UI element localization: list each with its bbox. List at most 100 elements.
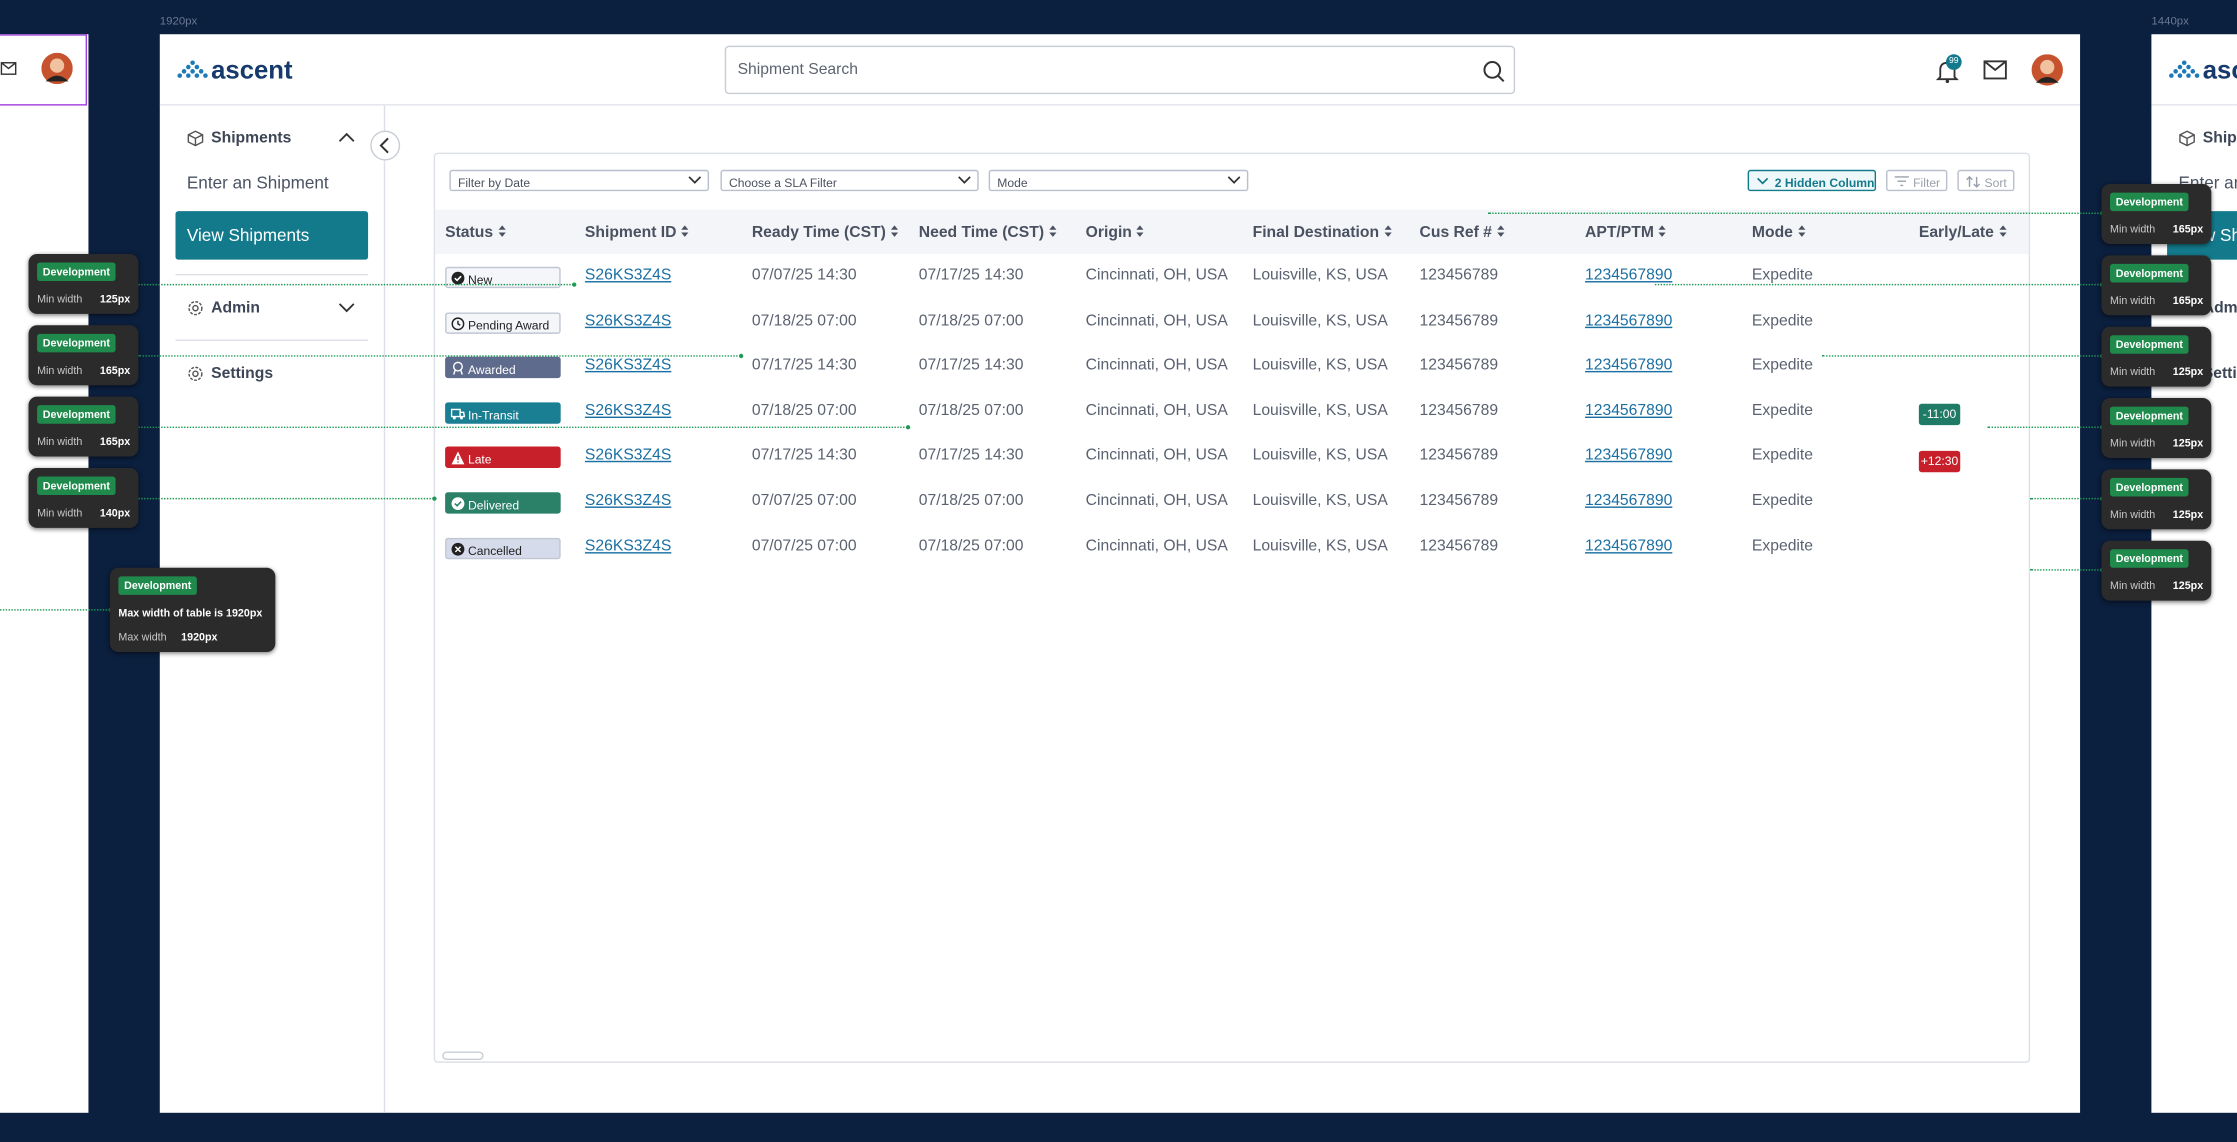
hidden-columns-button[interactable]: 2 Hidden Column <box>1747 169 1877 192</box>
cell: 07/07/25 14:30 <box>751 266 857 284</box>
mail-icon[interactable] <box>1983 60 2007 80</box>
header-outline <box>0 34 88 106</box>
column-header[interactable]: Shipment ID <box>585 224 689 241</box>
column-header[interactable]: Early/Late <box>1919 224 2007 241</box>
column-header[interactable]: Ready Time (CST) <box>752 224 899 241</box>
column-header[interactable]: Status <box>445 224 506 241</box>
cell: 07/18/25 07:00 <box>918 402 1024 420</box>
annotation-label: Min width <box>37 363 83 377</box>
dev-annotation: Development Min width 165px <box>2101 255 2212 316</box>
chevron-down <box>688 176 702 184</box>
column-header[interactable]: Origin <box>1086 224 1145 241</box>
status-badge: New <box>445 266 561 288</box>
cell: 07/17/25 14:30 <box>751 446 857 464</box>
cell-link[interactable]: S26KS3Z4S <box>584 492 672 510</box>
cell-link[interactable]: 1234567890 <box>1585 402 1673 420</box>
cell: Cincinnati, OH, USA <box>1085 312 1228 330</box>
column-header-label: Early/Late <box>1918 223 1994 242</box>
status-badge: In-Transit <box>445 401 561 424</box>
column-header[interactable]: Mode <box>1752 224 1806 241</box>
cell-link[interactable]: S26KS3Z4S <box>584 446 672 464</box>
status-icon <box>451 271 465 284</box>
dev-tag: Development <box>2110 263 2189 283</box>
annotation-line <box>138 283 574 286</box>
gear-icon <box>188 301 203 316</box>
cell: Expedite <box>1751 537 1814 555</box>
chevron-down <box>958 176 971 184</box>
search-icon[interactable] <box>1482 60 1505 83</box>
table-card <box>433 152 2031 1063</box>
cell-link[interactable]: 1234567890 <box>1585 312 1673 330</box>
cell-link[interactable]: S26KS3Z4S <box>584 312 672 330</box>
status-badge: Delivered <box>445 491 561 513</box>
dev-annotation: Development Min width 125px <box>2101 398 2212 458</box>
column-header[interactable]: Final Destination <box>1253 224 1392 241</box>
cell: Louisville, KS, USA <box>1252 446 1388 464</box>
sort-indicator <box>1049 225 1057 237</box>
column-header[interactable]: Need Time (CST) <box>919 224 1057 241</box>
annotation-dot <box>905 425 910 430</box>
nav-shipments[interactable]: Shipments <box>2202 129 2237 147</box>
annotation-value: 165px <box>2172 293 2204 307</box>
cell-link[interactable]: S26KS3Z4S <box>584 402 672 420</box>
sort-indicator <box>1658 225 1667 237</box>
annotation-dot <box>738 353 743 359</box>
scrollbar[interactable] <box>442 1051 484 1061</box>
filter-button[interactable]: Filter <box>1886 169 1948 192</box>
chevron-up[interactable] <box>338 131 355 142</box>
dev-tag: Development <box>37 476 116 496</box>
nav-shipments[interactable]: Shipments <box>211 129 292 147</box>
cube-icon <box>187 130 204 147</box>
sla-filter[interactable]: Choose a SLA Filter <box>720 169 979 192</box>
cell-link[interactable]: 1234567890 <box>1585 446 1673 464</box>
annotation-line <box>1488 212 2102 214</box>
hidden-columns-label: 2 Hidden Column <box>1774 175 1875 190</box>
avatar[interactable] <box>2031 54 2063 86</box>
cell-link[interactable]: S26KS3Z4S <box>584 266 672 284</box>
cell: Cincinnati, OH, USA <box>1085 266 1228 284</box>
cell: Cincinnati, OH, USA <box>1085 492 1228 510</box>
annotation-label: Min width <box>2110 507 2156 521</box>
dev-annotation: Development Min width 140px <box>28 467 139 528</box>
nav-view-shipments[interactable]: View Shipments <box>175 211 369 260</box>
dev-tag: Development <box>2110 549 2189 568</box>
mode-filter[interactable]: Mode <box>988 169 1249 192</box>
sort-indicator <box>1797 225 1806 237</box>
chevron-down[interactable] <box>338 302 355 313</box>
cell: Cincinnati, OH, USA <box>1085 356 1228 374</box>
sort-button[interactable]: Sort <box>1957 169 2015 192</box>
date-filter[interactable]: Filter by Date <box>449 169 710 192</box>
cell-link[interactable]: 1234567890 <box>1585 537 1673 555</box>
dev-tag: Development <box>37 333 116 353</box>
nav-admin[interactable]: Admin <box>211 299 260 317</box>
cell-link[interactable]: 1234567890 <box>1585 492 1673 510</box>
nav-settings[interactable]: Settings <box>211 365 274 383</box>
column-header[interactable]: APT/PTM <box>1585 224 1667 241</box>
cell-link[interactable]: S26KS3Z4S <box>584 356 672 374</box>
cell: Louisville, KS, USA <box>1252 492 1388 510</box>
sort-indicator <box>890 225 898 237</box>
cell-link[interactable]: 1234567890 <box>1585 356 1673 374</box>
search-box[interactable]: Shipment Search <box>724 45 1516 95</box>
nav-enter-shipment[interactable]: Enter an Shipment <box>186 172 329 193</box>
annotation-value: 140px <box>99 506 131 520</box>
cell: 123456789 <box>1419 537 1499 555</box>
search-placeholder: Shipment Search <box>737 61 858 79</box>
cell: Cincinnati, OH, USA <box>1085 402 1228 420</box>
cell: Expedite <box>1751 356 1814 374</box>
cell-link[interactable]: S26KS3Z4S <box>584 537 672 555</box>
frame-label: 1440px <box>2151 14 2189 28</box>
column-header[interactable]: Cus Ref # <box>1420 224 1505 241</box>
annotation-line <box>2030 497 2102 500</box>
status-label: New <box>467 271 493 287</box>
table-header-row <box>435 209 2029 254</box>
avatar[interactable] <box>41 52 73 85</box>
cell-link[interactable]: 1234567890 <box>1585 266 1673 284</box>
dev-tag: Development <box>37 262 116 282</box>
collapse-button[interactable] <box>370 130 401 161</box>
logo: ascent <box>2202 55 2237 85</box>
divider <box>175 273 369 276</box>
annotation-label: Min width <box>2110 365 2156 379</box>
cell: 07/17/25 14:30 <box>918 356 1024 374</box>
top-bar <box>159 34 2081 106</box>
